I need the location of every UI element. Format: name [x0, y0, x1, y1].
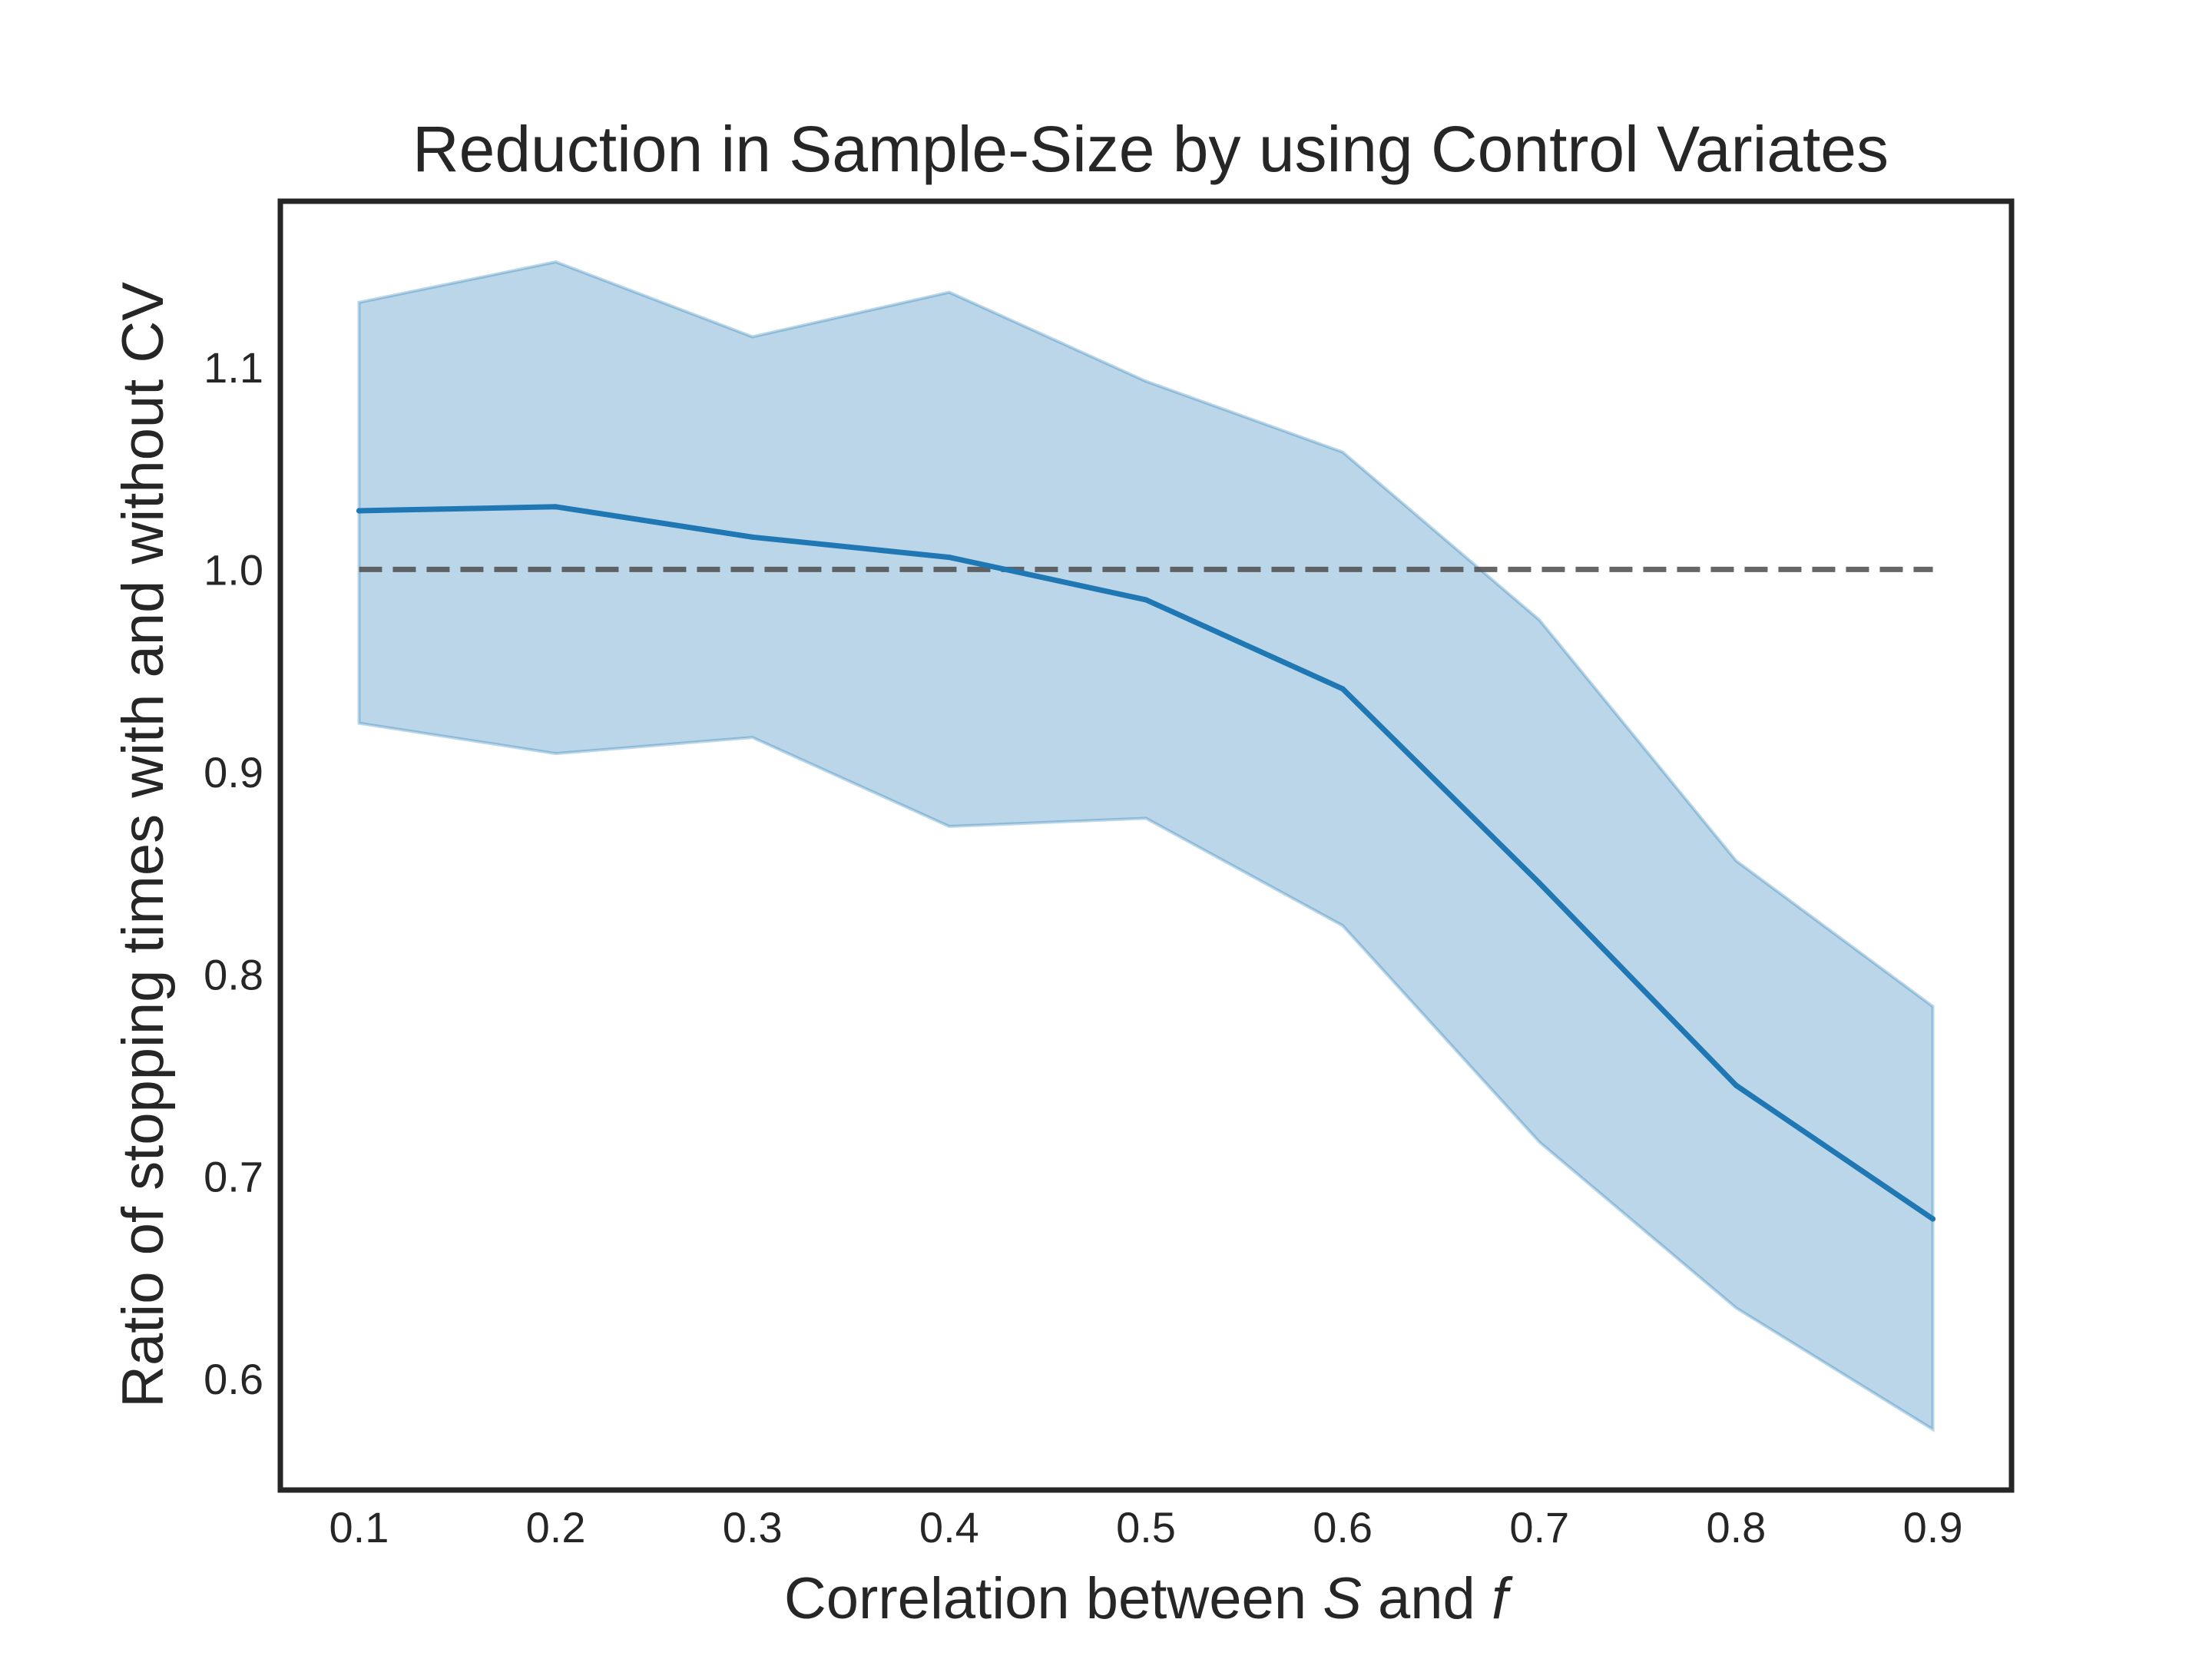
- y-tick-label: 0.8: [204, 950, 263, 998]
- chart-title: Reduction in Sample-Size by using Contro…: [412, 113, 1889, 185]
- plot-area: [356, 260, 1936, 1432]
- x-axis-label-middle: and: [1362, 1566, 1492, 1631]
- x-tick-label: 0.5: [1116, 1503, 1176, 1551]
- x-tick-label: 0.2: [526, 1503, 586, 1551]
- x-tick-label: 0.6: [1313, 1503, 1373, 1551]
- y-axis-ticks: 0.6 0.7 0.8 0.9 1.0 1.1: [204, 343, 263, 1403]
- data-point: [1339, 686, 1346, 692]
- y-tick-label: 0.6: [204, 1355, 263, 1403]
- data-point: [946, 555, 952, 561]
- x-tick-label: 0.1: [329, 1503, 389, 1551]
- y-axis-label: Ratio of stopping times with and without…: [111, 282, 176, 1408]
- y-tick-label: 0.7: [204, 1153, 263, 1201]
- data-point: [750, 534, 756, 540]
- x-tick-label: 0.3: [723, 1503, 783, 1551]
- y-tick-label: 1.1: [204, 343, 263, 392]
- x-tick-label: 0.9: [1903, 1503, 1963, 1551]
- y-tick-label: 0.9: [204, 748, 263, 796]
- data-point: [1143, 597, 1149, 603]
- data-point: [1536, 880, 1542, 886]
- axes-frame: [277, 198, 2015, 1493]
- x-axis-label: Correlation between S and f: [784, 1566, 1513, 1631]
- x-axis-label-before: Correlation between: [784, 1566, 1323, 1631]
- x-tick-label: 0.7: [1509, 1503, 1569, 1551]
- data-point: [553, 504, 559, 510]
- x-axis-ticks: 0.1 0.2 0.3 0.4 0.5 0.6 0.7 0.8 0.9: [329, 1503, 1963, 1551]
- x-axis-label-var-s: S: [1323, 1566, 1362, 1631]
- x-axis-label-var-f: f: [1492, 1566, 1513, 1631]
- data-point: [356, 508, 362, 514]
- confidence-band: [357, 260, 1935, 1432]
- x-tick-label: 0.4: [919, 1503, 979, 1551]
- data-point: [1733, 1082, 1739, 1088]
- x-tick-label: 0.8: [1706, 1503, 1766, 1551]
- data-point: [1930, 1216, 1936, 1222]
- y-tick-label: 1.0: [204, 545, 263, 594]
